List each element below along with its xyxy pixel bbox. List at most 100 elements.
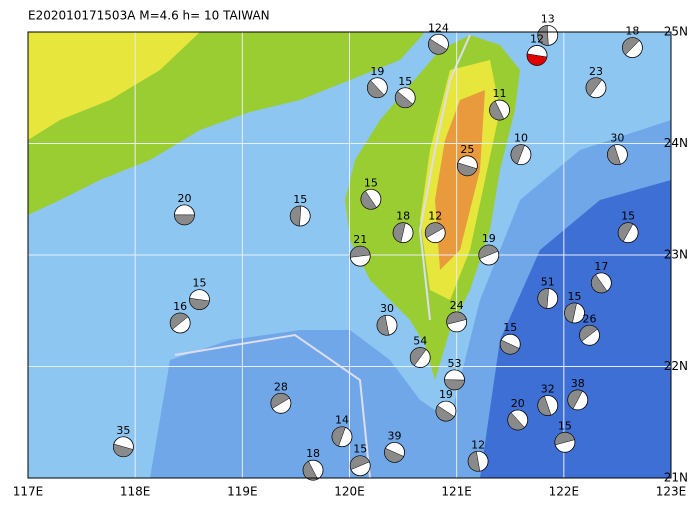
focal-mechanism: 12 [526,32,548,66]
compression-quadrant [446,311,467,325]
depth-label: 21 [353,233,367,246]
focal-mechanism: 15 [289,193,311,227]
depth-label: 11 [493,87,507,100]
focal-mechanism: 12 [424,210,446,244]
frame [27,31,672,479]
focal-mechanism: 11 [489,87,510,121]
depth-label: 15 [192,277,206,290]
depth-label: 19 [370,65,384,78]
depth-label: 19 [439,388,453,401]
depth-label: 53 [448,357,462,370]
focal-mechanism: 26 [579,312,600,346]
focal-mechanism: 30 [607,132,628,166]
compression-quadrant [622,37,640,56]
focal-mechanism: 15 [554,419,576,453]
x-tick-label: 122E [549,485,580,499]
depth-label: 35 [116,424,130,437]
compression-quadrant [478,244,499,260]
focal-mechanism: 17 [590,260,612,294]
depth-label: 12 [428,210,442,223]
depth-label: 15 [568,290,582,303]
compression-quadrant [510,144,525,165]
compression-quadrant [376,315,390,336]
focal-mechanism: 15 [360,176,382,210]
focal-mechanism: 51 [537,275,559,309]
x-tick-label: 123E [656,485,687,499]
compression-quadrant [289,205,302,227]
depth-label: 15 [353,443,367,456]
depth-label: 17 [594,260,608,273]
focal-mechanism: 30 [376,302,398,336]
compression-quadrant [270,393,290,409]
compression-quadrant [579,325,598,342]
focal-mechanism: 32 [537,383,559,416]
x-tick-label: 120E [334,485,365,499]
focal-mechanism: 39 [384,429,405,463]
compression-quadrant [444,379,465,391]
focal-mechanism: 13 [537,12,559,46]
compression-quadrant [350,455,370,470]
compression-quadrant [410,347,427,367]
compression-quadrant [489,100,505,121]
depth-label: 16 [173,300,187,313]
compression-quadrant [395,91,414,108]
compression-quadrant [113,443,134,457]
depth-label: 23 [589,65,603,78]
depth-label: 15 [364,176,378,189]
compression-quadrant [435,405,455,422]
compression-quadrant [591,274,608,294]
focal-mechanism: 20 [174,192,195,226]
depth-label: 18 [306,447,320,460]
depth-label: 54 [413,335,427,348]
depth-label: 18 [625,25,639,38]
compression-quadrant [384,447,404,463]
compression-quadrant [507,412,525,431]
compression-quadrant [526,53,548,66]
y-tick-label: 24N [664,136,688,150]
depth-label: 15 [503,321,517,334]
depth-label: 26 [583,312,597,325]
focal-mechanism: 19 [478,232,500,266]
focal-mechanism: 12 [467,438,489,472]
focal-mechanism: 18 [302,447,324,481]
y-tick-label: 25N [664,25,688,39]
compression-quadrant [424,222,445,239]
focal-mechanism: 16 [169,300,191,334]
compression-quadrant [467,451,481,472]
depth-label: 124 [428,21,449,34]
compression-quadrant [585,77,603,97]
focal-mechanism: 10 [510,132,532,166]
compression-quadrant [170,312,189,330]
depth-label: 15 [558,419,572,432]
focal-mechanism: 19 [366,65,388,99]
focal-mechanism: 54 [409,335,431,368]
compression-quadrant [428,38,448,55]
x-tick-label: 121E [441,485,472,499]
compression-quadrant [567,389,583,410]
depth-label: 28 [274,380,288,393]
focal-mechanism: 14 [331,414,353,448]
compression-quadrant [189,297,210,310]
depth-label: 38 [571,377,585,390]
focal-mechanism: 18 [622,25,643,59]
compression-quadrant [367,80,385,98]
compression-quadrant [617,222,634,242]
focal-mechanism: 15 [349,443,371,477]
depth-label: 25 [460,143,474,156]
depth-label: 12 [471,438,485,451]
focal-mechanism: 23 [585,65,607,99]
depth-label: 15 [293,193,307,206]
x-tick-label: 119E [227,485,258,499]
focal-mechanism: 15 [394,75,416,109]
compression-quadrant [564,302,577,324]
depth-label: 30 [610,132,624,145]
focal-mechanism: 15 [189,277,210,311]
y-tick-label: 21N [664,471,688,485]
y-tick-label: 22N [664,359,688,373]
focal-mechanism: 53 [444,357,465,391]
depth-label: 30 [380,302,394,315]
compression-quadrant [457,162,478,177]
compression-quadrant [554,432,575,446]
focal-mechanism: 38 [567,377,589,411]
focal-mechanism: 28 [270,380,292,414]
